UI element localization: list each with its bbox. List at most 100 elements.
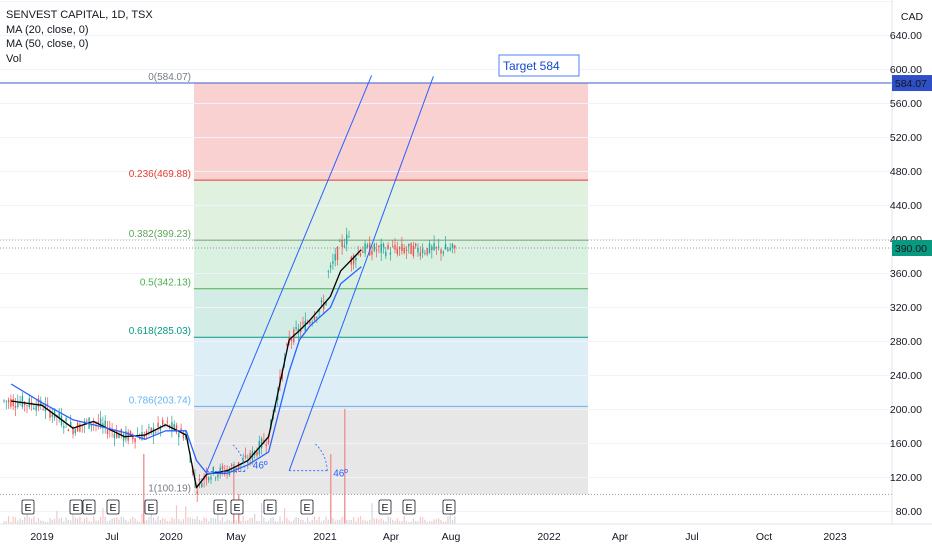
event-marker xyxy=(402,499,416,515)
volume-bar xyxy=(187,517,189,524)
volume-bar xyxy=(116,517,118,524)
candle-body xyxy=(435,246,438,248)
candle-body xyxy=(389,252,392,255)
time-tick-label: 2020 xyxy=(159,531,183,543)
event-marker-label: E xyxy=(85,502,92,514)
candle-body xyxy=(392,246,394,247)
candle-body xyxy=(93,422,95,424)
candle-body xyxy=(341,240,343,248)
volume-bar xyxy=(127,521,129,524)
candle-body xyxy=(196,491,198,494)
volume-bar xyxy=(185,506,187,524)
volume-bar xyxy=(399,521,401,524)
volume-bar xyxy=(309,521,311,524)
volume-bar xyxy=(192,518,194,524)
volume-bar xyxy=(256,520,258,524)
event-marker-label: E xyxy=(72,502,79,514)
candle-body xyxy=(244,455,247,458)
volume-bar xyxy=(17,520,19,524)
event-marker-label: E xyxy=(445,502,452,514)
candle-body xyxy=(267,434,270,444)
volume-bar xyxy=(113,518,115,524)
candle-body xyxy=(438,246,440,248)
candle-body xyxy=(79,424,81,432)
candle-body xyxy=(451,243,454,248)
volume-bar xyxy=(449,512,451,524)
price-tag-last xyxy=(892,240,932,256)
volume-bar xyxy=(290,521,293,524)
volume-bar xyxy=(58,518,60,524)
candle-body xyxy=(7,399,10,403)
volume-bar xyxy=(240,520,242,524)
candle-body xyxy=(320,300,323,303)
volume-bar xyxy=(120,516,122,524)
candle-body xyxy=(375,249,378,251)
candle-body xyxy=(327,271,329,273)
candle-body xyxy=(426,248,428,255)
legend-title[interactable]: SENVEST CAPITAL, 1D, TSX xyxy=(6,9,153,21)
volume-bar xyxy=(215,518,217,524)
volume-bar xyxy=(442,521,444,524)
candle-body xyxy=(325,301,327,305)
time-axis[interactable]: 2019 Jul 2020 May 2021 Apr Aug 2022 Apr Jul Oct 202… xyxy=(0,523,932,550)
event-marker xyxy=(263,499,277,515)
time-axis-bg xyxy=(0,524,932,550)
price-axis[interactable]: 80.00 120.00 160.00 200.00 240.00 280.00 320.0… xyxy=(890,0,932,524)
candle-body xyxy=(106,429,109,435)
candle-body xyxy=(12,398,14,406)
chart-legend: SENVEST CAPITAL, 1D, TSX MA (20, close, … xyxy=(6,8,153,66)
event-marker-label: E xyxy=(303,502,310,514)
fib-zone xyxy=(194,180,588,241)
candle-body xyxy=(401,243,403,252)
volume-bar xyxy=(189,517,191,524)
candle-body xyxy=(382,243,385,248)
candle-body xyxy=(332,261,334,264)
volume-spike xyxy=(330,454,332,524)
volume-bar xyxy=(97,520,99,524)
candle-body xyxy=(417,248,419,253)
trend-channel[interactable] xyxy=(206,75,434,472)
candle-body xyxy=(65,418,67,421)
candle-body xyxy=(178,433,180,438)
candle-body xyxy=(231,464,233,466)
volume-bar xyxy=(47,521,49,524)
candle-body xyxy=(249,453,251,460)
volume-bar xyxy=(247,520,249,524)
candle-body xyxy=(212,467,214,473)
volume-bar xyxy=(302,519,304,524)
candle-body xyxy=(440,249,442,254)
legend-volume[interactable]: Vol xyxy=(6,52,22,65)
volume-bar xyxy=(201,520,203,524)
candle-body xyxy=(260,438,263,449)
price-tick-label: 120.00 xyxy=(890,472,922,484)
volume-bar xyxy=(332,518,334,524)
candle-body xyxy=(205,473,208,480)
volume-bar xyxy=(295,516,297,524)
candle-body xyxy=(380,243,382,253)
event-marker xyxy=(213,499,227,515)
candle-body xyxy=(35,405,37,411)
volume-bar xyxy=(412,518,414,524)
volume-spike xyxy=(233,464,235,524)
channel-line-upper xyxy=(206,75,373,472)
volume-bar xyxy=(357,517,359,524)
fib-zone xyxy=(194,288,588,338)
volume-bar xyxy=(146,520,148,524)
volume-bar xyxy=(88,521,90,524)
candle-body xyxy=(286,344,288,346)
candle-body xyxy=(364,243,366,254)
price-tag-target-label: 584.07 xyxy=(895,78,927,90)
volume-bar xyxy=(44,521,46,524)
candle-body xyxy=(447,249,449,251)
legend-ma20[interactable]: MA (20, close, 0) xyxy=(6,23,89,36)
legend-ma50[interactable]: MA (50, close, 0) xyxy=(6,38,89,50)
candle-body xyxy=(63,426,65,428)
volume-bar xyxy=(325,516,327,524)
ma50-line xyxy=(10,266,362,474)
event-marker xyxy=(378,499,392,515)
candle-body xyxy=(201,483,203,488)
volume-bar xyxy=(212,518,214,524)
volume-bar xyxy=(373,518,375,524)
candle-body xyxy=(180,428,182,431)
